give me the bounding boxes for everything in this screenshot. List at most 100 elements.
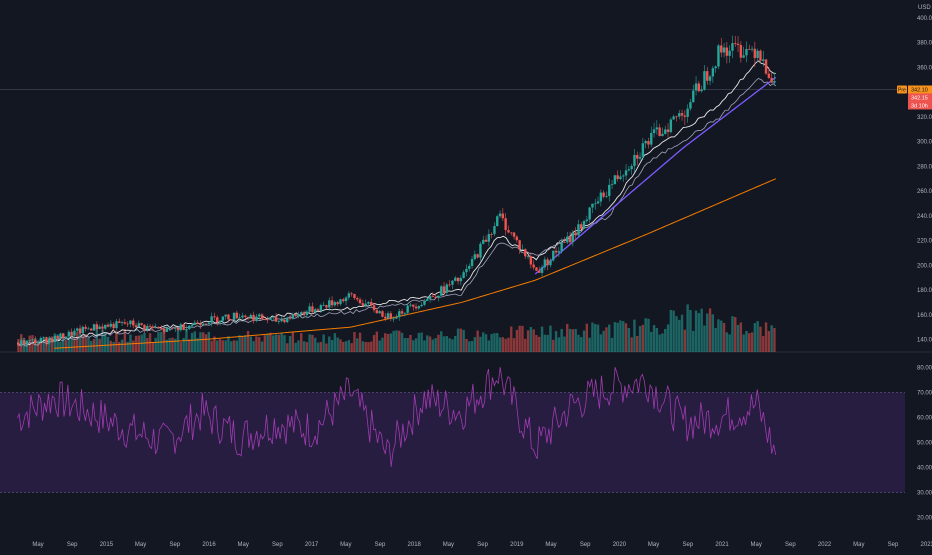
candle-body[interactable] — [193, 322, 197, 325]
candle-body[interactable] — [610, 184, 614, 186]
candle-body[interactable] — [608, 184, 611, 196]
candle-body[interactable] — [540, 267, 544, 273]
candle-body[interactable] — [90, 328, 93, 331]
candle-body[interactable] — [624, 170, 628, 176]
candle-body[interactable] — [664, 129, 667, 134]
candle-body[interactable] — [34, 339, 37, 344]
candle-body[interactable] — [445, 284, 449, 293]
candle-body[interactable] — [143, 324, 146, 330]
candle-body[interactable] — [521, 249, 524, 251]
candle-body[interactable] — [168, 327, 171, 329]
candle-body[interactable] — [414, 306, 418, 309]
candle-body[interactable] — [126, 323, 129, 325]
candle-body[interactable] — [235, 312, 239, 319]
candle-body[interactable] — [182, 324, 185, 331]
candle-body[interactable] — [442, 286, 446, 293]
candle-body[interactable] — [381, 311, 384, 317]
candle-body[interactable] — [672, 116, 675, 120]
candle-body[interactable] — [482, 239, 485, 244]
candle-body[interactable] — [468, 265, 471, 269]
candle-body[interactable] — [622, 175, 625, 177]
candle-body[interactable] — [148, 325, 152, 327]
candle-body[interactable] — [204, 323, 208, 325]
candle-body[interactable] — [53, 336, 57, 342]
candle-body[interactable] — [613, 175, 617, 185]
candle-body[interactable] — [770, 77, 773, 83]
candle-body[interactable] — [496, 216, 499, 227]
candle-body[interactable] — [120, 322, 124, 324]
candle-body[interactable] — [680, 113, 684, 116]
candle-body[interactable] — [451, 280, 454, 285]
candle-body[interactable] — [241, 315, 244, 318]
candle-body[interactable] — [70, 331, 73, 336]
candle-body[interactable] — [325, 305, 328, 308]
candle-body[interactable] — [764, 59, 768, 74]
candle-body[interactable] — [316, 309, 320, 311]
candle-body[interactable] — [42, 337, 45, 339]
candle-body[interactable] — [216, 317, 219, 323]
candle-body[interactable] — [697, 83, 701, 92]
candle-body[interactable] — [490, 234, 493, 235]
candle-body[interactable] — [31, 339, 34, 341]
candle-body[interactable] — [650, 133, 653, 145]
candle-body[interactable] — [28, 339, 31, 341]
candle-body[interactable] — [557, 251, 561, 253]
candle-body[interactable] — [350, 293, 353, 295]
candle-body[interactable] — [25, 340, 29, 345]
candle-body[interactable] — [101, 326, 104, 329]
candle-body[interactable] — [577, 224, 580, 236]
candle-body[interactable] — [246, 316, 250, 318]
candle-body[interactable] — [232, 312, 236, 320]
candle-body[interactable] — [641, 143, 645, 157]
candle-body[interactable] — [675, 116, 678, 118]
candle-body[interactable] — [524, 249, 527, 257]
candle-body[interactable] — [188, 325, 191, 330]
candle-body[interactable] — [602, 192, 605, 197]
candle-body[interactable] — [218, 320, 222, 323]
candle-body[interactable] — [454, 277, 457, 281]
candle-body[interactable] — [260, 314, 264, 320]
candle-body[interactable] — [207, 322, 211, 325]
candle-body[interactable] — [498, 213, 502, 217]
candle-body[interactable] — [344, 297, 348, 302]
candle-body[interactable] — [50, 338, 54, 342]
candle-body[interactable] — [62, 333, 65, 339]
candle-body[interactable] — [272, 316, 275, 318]
candle-body[interactable] — [722, 47, 726, 53]
candle-body[interactable] — [678, 113, 681, 117]
candle-body[interactable] — [171, 327, 174, 329]
candle-body[interactable] — [389, 313, 393, 319]
candle-body[interactable] — [104, 324, 107, 329]
candle-body[interactable] — [731, 43, 734, 51]
candle-body[interactable] — [636, 155, 639, 159]
candle-body[interactable] — [459, 278, 463, 282]
candle-body[interactable] — [311, 306, 314, 313]
candle-body[interactable] — [336, 302, 339, 305]
candle-body[interactable] — [501, 213, 505, 219]
candle-body[interactable] — [591, 203, 594, 208]
candle-body[interactable] — [372, 305, 376, 311]
candle-body[interactable] — [386, 313, 390, 319]
candle-body[interactable] — [288, 317, 292, 319]
candle-body[interactable] — [20, 340, 23, 346]
candle-body[interactable] — [619, 176, 622, 180]
candle-body[interactable] — [22, 340, 26, 345]
candle-body[interactable] — [224, 314, 227, 317]
candle-body[interactable] — [750, 48, 754, 50]
candle-body[interactable] — [627, 169, 631, 171]
candle-body[interactable] — [465, 268, 468, 273]
candle-body[interactable] — [36, 341, 40, 344]
candle-body[interactable] — [437, 295, 440, 299]
candle-body[interactable] — [644, 141, 647, 144]
candle-body[interactable] — [400, 311, 404, 314]
candle-body[interactable] — [367, 301, 370, 304]
candle-body[interactable] — [249, 314, 253, 318]
candle-body[interactable] — [426, 299, 429, 301]
candle-body[interactable] — [160, 328, 163, 330]
candle-body[interactable] — [64, 336, 68, 339]
candle-body[interactable] — [364, 303, 367, 306]
candle-body[interactable] — [456, 277, 460, 282]
candle-body[interactable] — [588, 207, 591, 220]
